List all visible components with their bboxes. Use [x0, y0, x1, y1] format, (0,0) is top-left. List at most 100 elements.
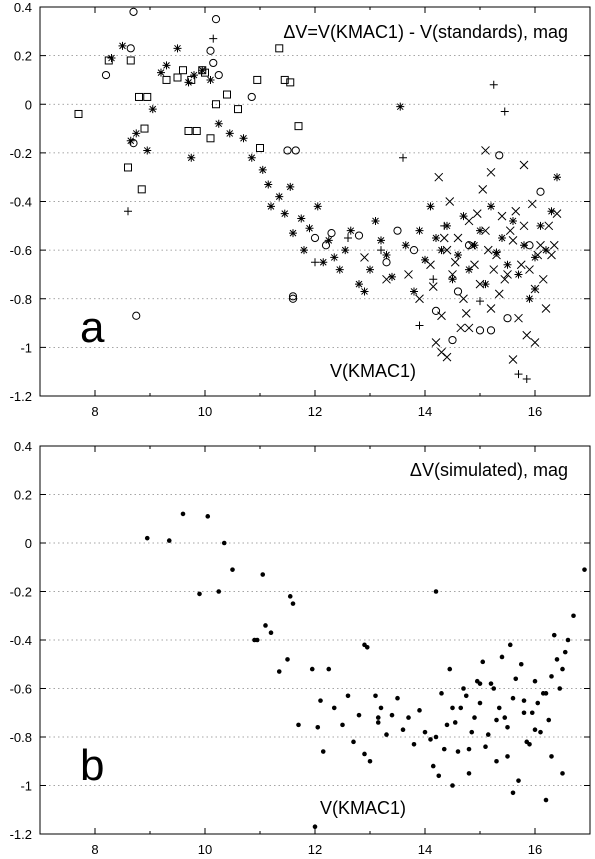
- data-point-circle: [211, 15, 221, 24]
- chart-title: ΔV(simulated), mag: [410, 460, 568, 480]
- data-point-dot: [340, 722, 345, 728]
- data-point-dot: [521, 710, 527, 716]
- data-point-dot: [507, 642, 513, 648]
- data-point-dot: [502, 715, 508, 720]
- data-point-dot: [532, 727, 538, 733]
- data-point-plus: [440, 221, 449, 230]
- data-point-square: [275, 44, 284, 53]
- data-point-asterisk: [264, 180, 273, 189]
- data-point-square: [104, 56, 113, 65]
- data-point-asterisk: [297, 214, 306, 223]
- data-point-dot: [477, 700, 483, 706]
- points-layer: [74, 7, 562, 383]
- data-point-asterisk: [275, 192, 284, 201]
- data-point-cross: [525, 265, 534, 274]
- data-point-dot: [549, 674, 554, 679]
- data-point-cross: [431, 338, 441, 347]
- data-point-square: [294, 122, 303, 131]
- data-point-cross: [442, 245, 452, 255]
- data-point-dot: [499, 654, 505, 660]
- data-point-cross: [494, 289, 504, 299]
- data-point-asterisk: [514, 270, 523, 279]
- data-point-cross: [547, 250, 556, 260]
- data-point-dot: [505, 725, 510, 730]
- data-point-asterisk: [148, 105, 157, 114]
- data-point-dot: [315, 725, 321, 730]
- data-point-dot: [466, 746, 472, 752]
- data-point-cross: [519, 160, 529, 170]
- data-point-dot: [540, 691, 546, 696]
- data-point-asterisk: [481, 280, 490, 289]
- y-tick-label: 0.4: [14, 439, 32, 454]
- data-point-cross: [516, 260, 526, 270]
- data-point-asterisk: [448, 275, 457, 284]
- data-point-asterisk: [300, 246, 308, 255]
- data-point-asterisk: [289, 229, 297, 238]
- data-point-dot: [221, 540, 227, 546]
- data-point-cross: [437, 311, 446, 321]
- data-point-asterisk: [520, 241, 528, 250]
- x-tick-label: 16: [528, 842, 542, 857]
- data-point-dot: [216, 589, 222, 594]
- y-tick-label: -0.2: [10, 146, 32, 161]
- data-point-asterisk: [396, 102, 405, 111]
- data-point-cross: [481, 146, 490, 155]
- data-point-cross: [478, 184, 488, 194]
- data-point-dot: [496, 705, 502, 711]
- data-point-cross: [481, 226, 490, 236]
- data-point-dot: [554, 657, 560, 662]
- data-point-dot: [230, 567, 235, 572]
- data-point-cross: [483, 245, 493, 255]
- y-tick-label: -0.4: [10, 195, 32, 210]
- data-point-square: [135, 92, 143, 101]
- data-point-circle: [209, 58, 218, 68]
- data-point-dot: [488, 681, 494, 686]
- data-point-dot: [447, 666, 453, 672]
- panel-a: -1.2-1-0.8-0.6-0.4-0.200.20.4 8 10 12 14 16 …: [10, 0, 591, 419]
- data-point-square: [192, 126, 201, 135]
- data-point-cross: [549, 240, 559, 250]
- data-point-cross: [541, 304, 551, 313]
- data-point-plus: [522, 374, 531, 383]
- data-point-plus: [514, 370, 523, 379]
- data-point-dot: [549, 754, 554, 759]
- data-point-dot: [389, 712, 395, 718]
- data-point-asterisk: [267, 202, 275, 211]
- data-point-square: [280, 75, 289, 84]
- ytick-layer: -1.2 -1 -0.8 -0.6 -0.4 -0.2 0 0.2 0.4: [10, 0, 590, 404]
- data-point-asterisk: [465, 265, 473, 274]
- data-point-dot: [466, 771, 472, 776]
- data-point-dot: [320, 749, 326, 754]
- data-point-asterisk: [173, 44, 182, 53]
- data-point-asterisk: [118, 41, 127, 50]
- data-point-dot: [571, 613, 576, 619]
- data-point-asterisk: [184, 78, 193, 87]
- data-point-cross: [552, 209, 562, 219]
- data-point-plus: [399, 153, 407, 162]
- data-point-dot: [318, 698, 323, 703]
- data-point-cross: [434, 172, 444, 182]
- y-tick-label: -0.2: [10, 585, 32, 600]
- data-point-circle: [214, 70, 223, 80]
- data-point-dot: [463, 693, 469, 699]
- data-point-asterisk: [388, 272, 396, 281]
- data-point-square: [184, 126, 193, 135]
- data-point-cross: [511, 206, 521, 216]
- data-point-dot: [524, 739, 530, 745]
- data-point-dot: [180, 511, 186, 517]
- data-point-cross: [360, 253, 369, 262]
- data-point-cross: [472, 209, 482, 219]
- data-point-asterisk: [366, 265, 374, 274]
- data-point-cross: [497, 211, 507, 221]
- data-point-dot: [373, 693, 378, 699]
- data-point-dot: [260, 572, 266, 577]
- data-point-asterisk: [432, 233, 440, 242]
- y-tick-label: 0.2: [14, 49, 32, 64]
- data-point-dot: [532, 678, 538, 684]
- data-point-dot: [144, 535, 150, 541]
- data-point-cross: [442, 352, 452, 362]
- data-point-asterisk: [305, 224, 314, 233]
- data-point-asterisk: [280, 209, 289, 218]
- data-point-asterisk: [437, 246, 446, 255]
